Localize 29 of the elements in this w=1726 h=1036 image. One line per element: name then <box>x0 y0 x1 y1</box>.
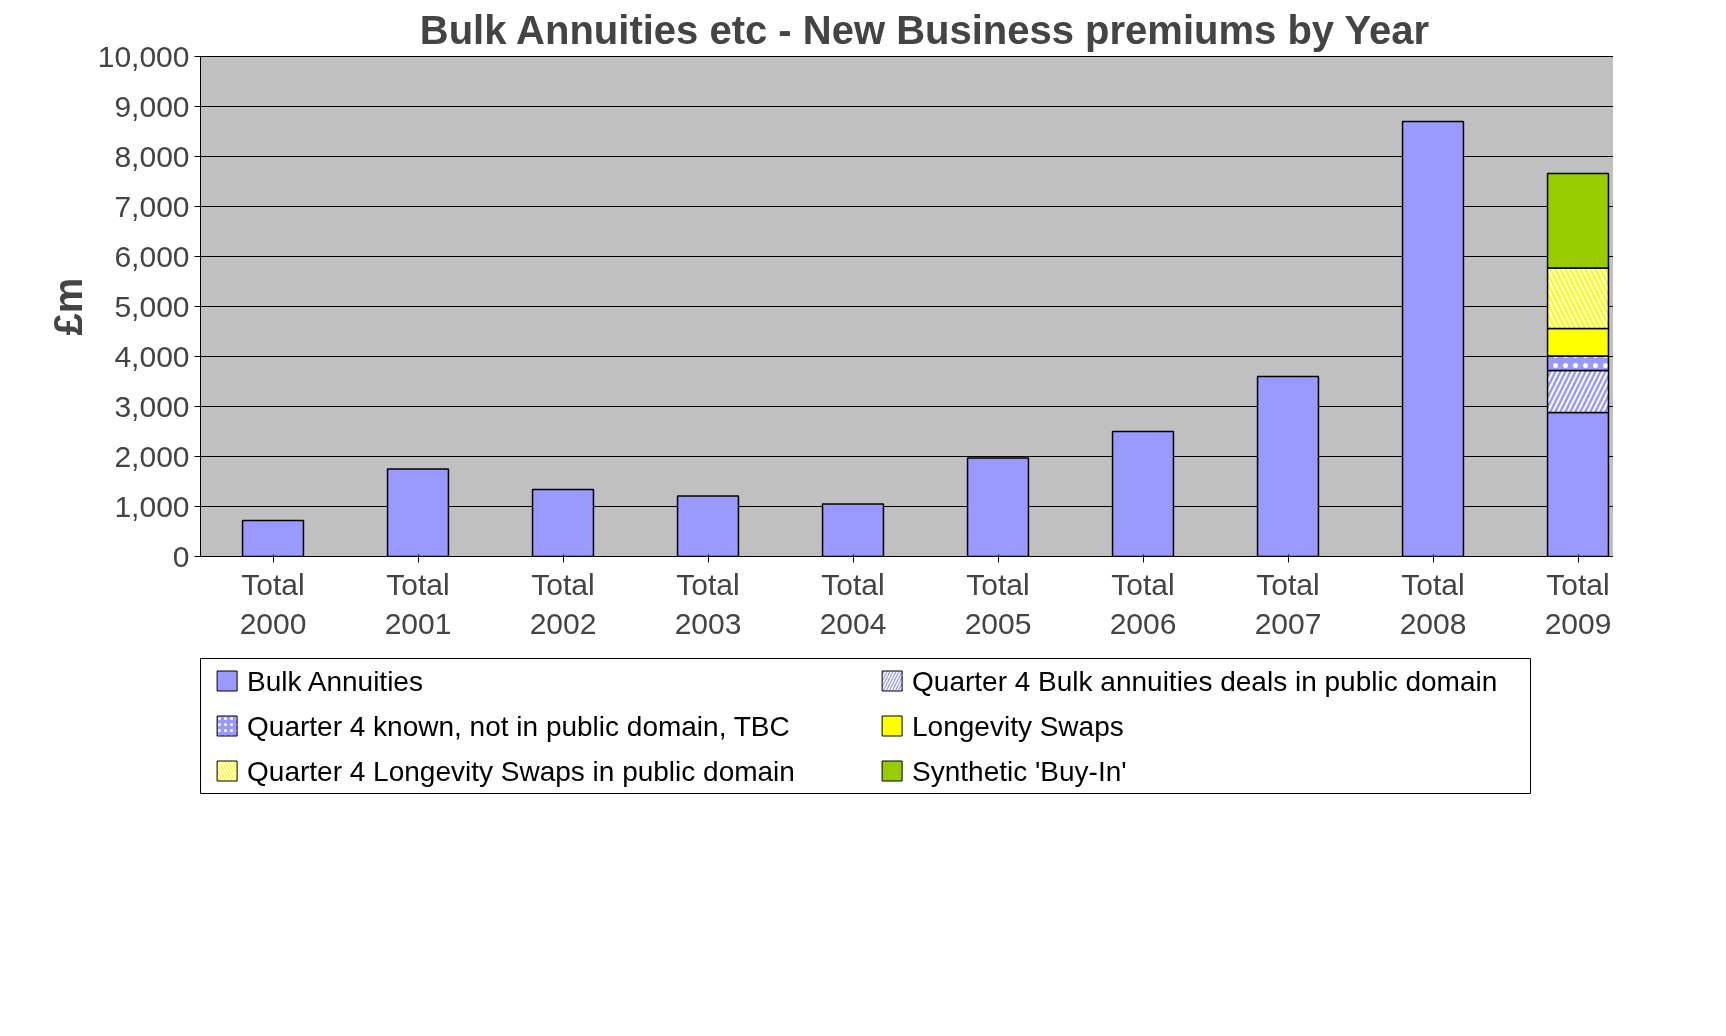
x-tick-label: Total 2006 <box>1109 567 1177 641</box>
x-tick-label: Total 2008 <box>1399 567 1467 641</box>
chart-title: Bulk Annuities etc - New Business premiums by Year <box>419 7 1430 52</box>
x-tick-label: Total 2007 <box>1254 567 1322 641</box>
y-tick-label: 5,000 <box>114 289 190 323</box>
legend-label: Bulk Annuities <box>247 665 423 697</box>
legend-label: Quarter 4 known, not in public domain, TBC <box>247 710 790 742</box>
y-tick-label: 7,000 <box>114 189 190 223</box>
x-tick-label: Total 2005 <box>964 567 1032 641</box>
x-tick-label: Total 2009 <box>1544 567 1612 641</box>
y-tick-label: 1,000 <box>114 489 190 523</box>
y-tick-label: 10,000 <box>97 39 190 73</box>
x-tick-label: Total 2000 <box>239 567 307 641</box>
y-axis-title: £m <box>45 277 90 336</box>
legend-label: Quarter 4 Longevity Swaps in public domain <box>247 755 795 787</box>
y-tick-label: 3,000 <box>114 389 190 423</box>
x-tick-label: Total 2003 <box>674 567 742 641</box>
legend-label: Quarter 4 Bulk annuities deals in public domain <box>912 665 1498 697</box>
legend-label: Synthetic 'Buy-In' <box>912 755 1127 787</box>
legend-label: Longevity Swaps <box>912 710 1124 742</box>
x-tick-label: Total 2004 <box>819 567 887 641</box>
y-tick-label: 4,000 <box>114 339 190 373</box>
y-tick-label: 6,000 <box>114 239 190 273</box>
y-tick-label: 0 <box>172 539 190 573</box>
y-tick-label: 8,000 <box>114 139 190 173</box>
x-tick-label: Total 2001 <box>384 567 452 641</box>
x-tick-label: Total 2002 <box>529 567 597 641</box>
y-tick-label: 9,000 <box>114 89 190 123</box>
y-tick-label: 2,000 <box>114 439 190 473</box>
